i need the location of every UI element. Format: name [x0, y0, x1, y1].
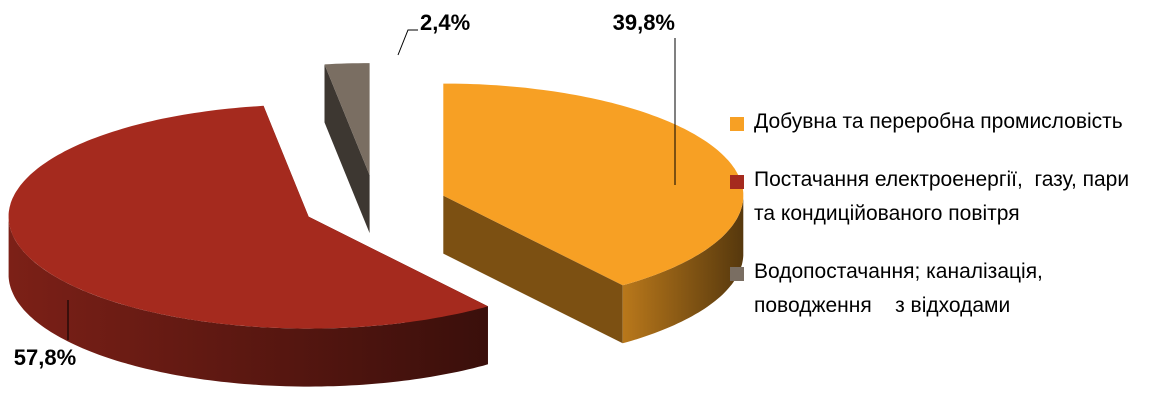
legend-swatch [730, 175, 744, 189]
legend-item: Постачання електроенергії, газу, пари та… [730, 163, 1150, 231]
slice-side [8, 216, 488, 387]
legend-label: Водопостачання; каналізація, поводження … [754, 260, 1049, 317]
slice [8, 105, 488, 329]
leader-line [397, 29, 418, 56]
slice-cut-face [443, 195, 623, 344]
legend-label: Постачання електроенергії, газу, пари та… [754, 168, 1135, 225]
slice [443, 83, 744, 286]
value-label: 39,8% [613, 10, 675, 35]
value-label: 57,8% [14, 345, 76, 370]
legend-item: Водопостачання; каналізація, поводження … [730, 255, 1150, 323]
legend-item: Добувна та переробна промисловість [730, 105, 1150, 139]
legend-swatch [730, 117, 744, 131]
value-label: 2,4% [420, 10, 470, 35]
slice [324, 63, 370, 176]
slice-cut-face [324, 64, 370, 234]
legend-swatch [730, 267, 744, 281]
legend-label: Добувна та переробна промисловість [754, 110, 1123, 133]
slice-side [622, 195, 744, 344]
legend: Добувна та переробна промисловість Постач… [730, 105, 1150, 347]
